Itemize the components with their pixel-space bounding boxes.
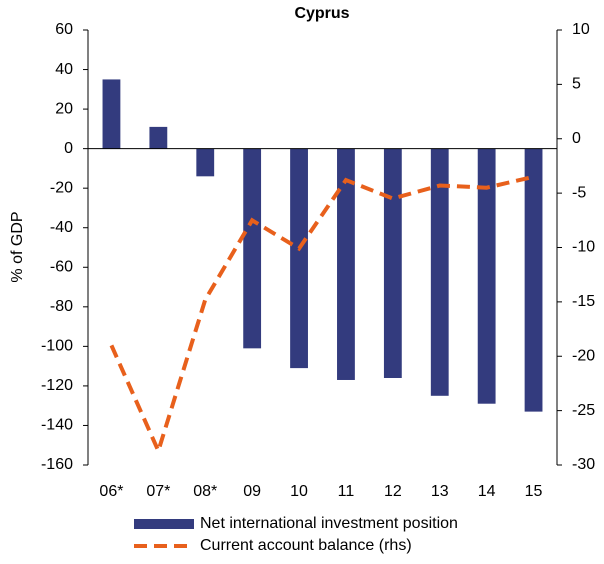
x-tick-label: 06*: [99, 483, 123, 500]
y-tick-label: -120: [41, 377, 73, 394]
y2-tick-label: -5: [572, 184, 586, 201]
y2-tick-label: -20: [572, 347, 595, 364]
y-tick-label: -20: [50, 179, 73, 196]
x-tick-label: 14: [478, 483, 496, 500]
y2-tick-label: -25: [572, 402, 595, 419]
bar: [290, 148, 308, 369]
y-tick-label: -40: [50, 219, 73, 236]
y2-tick-label: 5: [572, 76, 581, 93]
chart-title: Cyprus: [294, 5, 349, 22]
bar: [102, 79, 121, 149]
y-tick-label: 0: [64, 140, 73, 157]
y-tick-label: 40: [55, 61, 73, 78]
y2-tick-label: -30: [572, 456, 595, 473]
bar: [383, 148, 402, 378]
bar: [477, 148, 496, 404]
y2-tick-label: -15: [572, 293, 595, 310]
x-tick-label: 12: [384, 483, 402, 500]
x-tick-label: 07*: [146, 483, 170, 500]
legend-label: Net international investment position: [200, 515, 458, 532]
line: [109, 174, 535, 457]
y-tick-label: -60: [50, 258, 73, 275]
y-tick-label: -80: [50, 298, 73, 315]
bar: [243, 148, 262, 349]
bar: [430, 148, 449, 396]
x-tick-label: 13: [431, 483, 449, 500]
y2-tick-label: -10: [572, 239, 595, 256]
y-tick-label: -140: [41, 417, 73, 434]
x-tick-label: 11: [338, 483, 355, 500]
x-tick-label: 15: [525, 483, 543, 500]
bar: [524, 148, 543, 412]
bar: [149, 126, 168, 149]
y-tick-label: -160: [41, 456, 73, 473]
y-axis-label: % of GDP: [9, 211, 26, 282]
y2-tick-label: 0: [572, 130, 581, 147]
x-tick-label: 08*: [193, 483, 217, 500]
y-tick-label: -100: [41, 338, 73, 355]
legend-swatch: [134, 519, 194, 529]
x-tick-label: 10: [290, 483, 308, 500]
y2-tick-label: 10: [572, 21, 590, 38]
y-tick-label: 20: [55, 100, 73, 117]
y-tick-label: 60: [55, 21, 73, 38]
x-tick-label: 09: [243, 483, 261, 500]
bar: [196, 148, 215, 177]
bar: [337, 148, 355, 380]
legend-label: Current account balance (rhs): [200, 537, 412, 554]
